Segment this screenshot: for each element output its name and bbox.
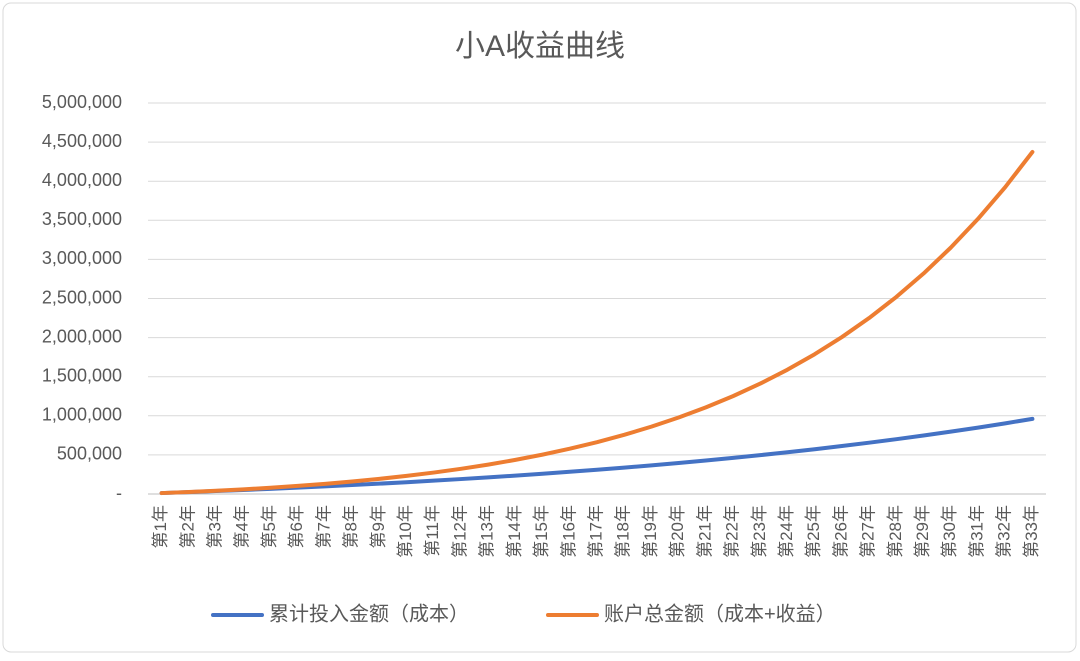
y-tick-label: 1,500,000 <box>42 365 122 385</box>
y-tick-label: 5,000,000 <box>42 92 122 112</box>
x-tick-label: 第13年 <box>478 505 497 558</box>
y-tick-label: 3,500,000 <box>42 209 122 229</box>
x-tick-label: 第27年 <box>859 505 878 558</box>
y-tick-label: 3,000,000 <box>42 248 122 268</box>
legend-label: 累计投入金额（成本） <box>269 602 469 625</box>
x-tick-label: 第33年 <box>1022 505 1041 558</box>
x-tick-label: 第25年 <box>804 505 823 558</box>
x-tick-label: 第26年 <box>831 505 850 558</box>
x-tick-label: 第18年 <box>614 505 633 558</box>
x-tick-label: 第19年 <box>641 505 660 558</box>
x-tick-label: 第10年 <box>396 505 415 558</box>
legend-label: 账户总金额（成本+收益） <box>604 602 836 625</box>
x-tick-label: 第16年 <box>559 505 578 558</box>
x-tick-label: 第8年 <box>342 505 361 548</box>
x-tick-label: 第6年 <box>287 505 306 548</box>
y-tick-label: 4,500,000 <box>42 131 122 151</box>
y-tick-label: 500,000 <box>57 444 122 464</box>
x-tick-label: 第24年 <box>777 505 796 558</box>
x-tick-label: 第32年 <box>995 505 1014 558</box>
chart-title: 小A收益曲线 <box>455 30 625 63</box>
y-tick-label: 4,000,000 <box>42 170 122 190</box>
x-tick-label: 第20年 <box>668 505 687 558</box>
x-tick-label: 第31年 <box>967 505 986 558</box>
x-tick-label: 第7年 <box>314 505 333 548</box>
x-tick-label: 第9年 <box>369 505 388 548</box>
x-tick-label: 第15年 <box>532 505 551 558</box>
y-tick-label: 1,000,000 <box>42 405 122 425</box>
x-tick-label: 第2年 <box>178 505 197 548</box>
y-tick-label: 2,000,000 <box>42 326 122 346</box>
y-tick-label: - <box>116 483 122 503</box>
x-tick-label: 第23年 <box>750 505 769 558</box>
x-tick-label: 第12年 <box>450 505 469 558</box>
x-tick-label: 第14年 <box>505 505 524 558</box>
series-line <box>159 150 1035 496</box>
x-tick-label: 第1年 <box>151 505 170 548</box>
x-tick-label: 第3年 <box>206 505 225 548</box>
x-tick-label: 第17年 <box>586 505 605 558</box>
x-tick-label: 第11年 <box>423 505 442 557</box>
x-tick-label: 第22年 <box>723 505 742 558</box>
x-tick-label: 第30年 <box>940 505 959 558</box>
x-tick-label: 第4年 <box>233 505 252 548</box>
x-tick-label: 第29年 <box>913 505 932 558</box>
x-tick-label: 第21年 <box>695 505 714 558</box>
x-tick-label: 第5年 <box>260 505 279 548</box>
y-tick-label: 2,500,000 <box>42 287 122 307</box>
x-tick-label: 第28年 <box>886 505 905 558</box>
